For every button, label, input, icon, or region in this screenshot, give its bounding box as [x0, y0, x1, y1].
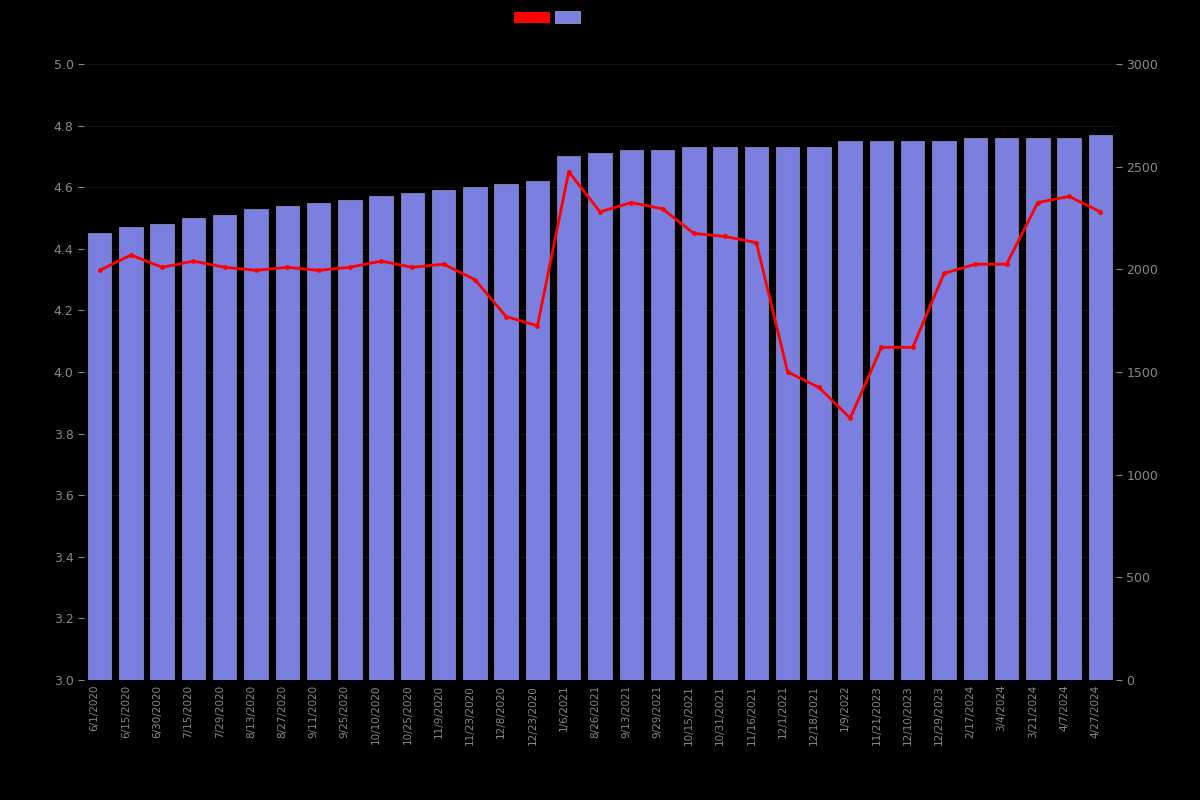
Bar — [932, 141, 955, 800]
Bar — [181, 218, 205, 800]
Bar — [619, 150, 643, 800]
Bar — [463, 187, 487, 800]
Bar — [494, 184, 518, 800]
Bar — [901, 141, 924, 800]
Bar — [1088, 135, 1112, 800]
Bar — [307, 202, 330, 800]
Bar — [745, 147, 768, 800]
Bar — [808, 147, 830, 800]
Bar — [682, 147, 706, 800]
Bar — [776, 147, 799, 800]
Bar — [557, 156, 581, 800]
Bar — [88, 234, 112, 800]
Bar — [214, 215, 236, 800]
Bar — [276, 206, 299, 800]
Bar — [150, 224, 174, 800]
Bar — [1057, 138, 1081, 800]
Bar — [526, 181, 550, 800]
Bar — [401, 194, 424, 800]
Bar — [839, 141, 862, 800]
Bar — [588, 154, 612, 800]
Bar — [870, 141, 893, 800]
Bar — [964, 138, 988, 800]
Bar — [338, 199, 361, 800]
Bar — [995, 138, 1019, 800]
Legend: , : , — [520, 11, 584, 25]
Bar — [713, 147, 737, 800]
Bar — [650, 150, 674, 800]
Bar — [1026, 138, 1050, 800]
Bar — [432, 190, 455, 800]
Bar — [245, 209, 268, 800]
Bar — [370, 197, 392, 800]
Bar — [119, 227, 143, 800]
